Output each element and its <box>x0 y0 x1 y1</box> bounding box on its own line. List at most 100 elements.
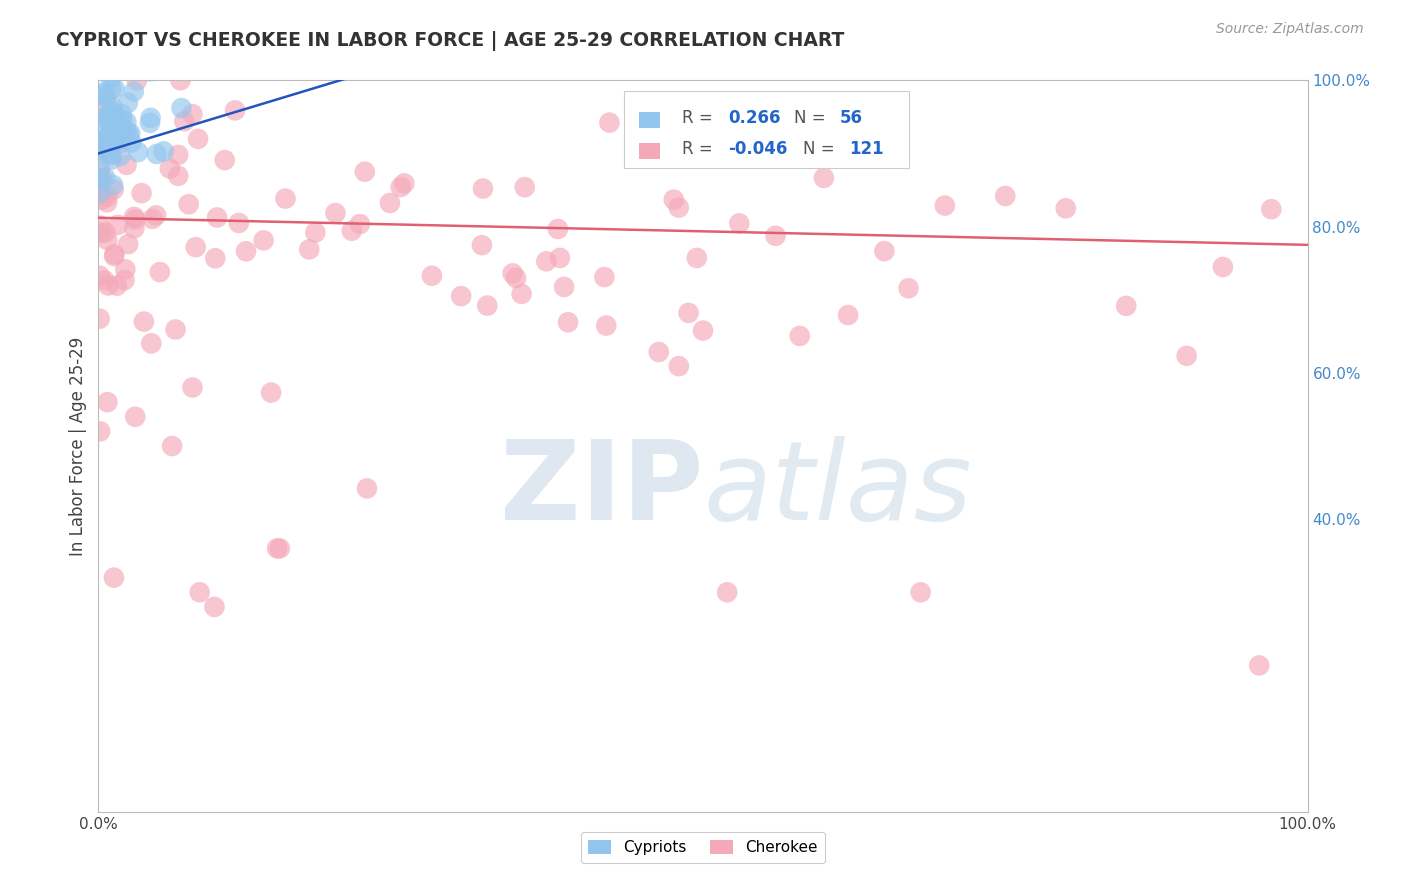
Point <box>160 439 183 453</box>
Point <box>97 108 120 122</box>
Point <box>593 270 616 285</box>
Point <box>125 73 148 87</box>
Point <box>96 145 118 160</box>
Point <box>89 161 111 175</box>
Point <box>897 281 920 295</box>
Point <box>101 100 124 114</box>
Point <box>141 211 163 226</box>
Point <box>510 286 533 301</box>
Point <box>94 90 117 104</box>
Point <box>103 81 125 95</box>
Point <box>96 195 118 210</box>
Point <box>110 149 132 163</box>
Point <box>1054 202 1077 216</box>
Text: N =: N = <box>793 109 831 128</box>
Point <box>304 226 326 240</box>
Point <box>89 186 111 201</box>
Point <box>103 129 125 144</box>
Point <box>122 210 145 224</box>
Point <box>934 198 956 212</box>
Point <box>98 136 121 151</box>
Point <box>100 141 122 155</box>
Point <box>96 233 118 247</box>
Point <box>353 164 375 178</box>
Point <box>224 103 246 118</box>
Point <box>112 126 135 140</box>
Point <box>100 70 122 85</box>
Point <box>98 115 121 129</box>
Point <box>471 238 494 252</box>
Text: R =: R = <box>682 140 718 158</box>
Text: CYPRIOT VS CHEROKEE IN LABOR FORCE | AGE 25-29 CORRELATION CHART: CYPRIOT VS CHEROKEE IN LABOR FORCE | AGE… <box>56 31 845 51</box>
Point <box>124 212 146 227</box>
Point <box>214 153 236 168</box>
Point <box>910 585 932 599</box>
Text: R =: R = <box>682 109 718 128</box>
Point <box>169 73 191 87</box>
Point <box>502 266 524 280</box>
Point <box>994 189 1017 203</box>
Point <box>89 163 111 178</box>
Point <box>595 318 617 333</box>
Point <box>204 599 226 614</box>
Point <box>89 139 111 153</box>
Point <box>228 216 250 230</box>
Point <box>94 131 117 145</box>
Point <box>648 345 671 359</box>
Point <box>90 193 112 207</box>
Point <box>266 541 288 556</box>
Point <box>139 111 162 125</box>
Text: 121: 121 <box>849 140 884 158</box>
Point <box>117 128 139 142</box>
Point <box>96 95 118 109</box>
Point <box>127 145 149 159</box>
Point <box>103 249 125 263</box>
Point <box>557 315 579 329</box>
Point <box>131 186 153 201</box>
Point <box>548 251 571 265</box>
Point <box>105 278 128 293</box>
Point <box>89 268 111 283</box>
Point <box>124 409 146 424</box>
Point <box>93 135 115 149</box>
Point <box>1115 299 1137 313</box>
Point <box>89 143 111 157</box>
Point <box>111 107 134 121</box>
Point <box>117 95 139 110</box>
Point <box>89 425 111 439</box>
Point <box>115 158 138 172</box>
Point <box>107 133 129 147</box>
Point <box>91 63 114 78</box>
Point <box>120 136 142 150</box>
Point <box>472 181 495 195</box>
Point <box>100 82 122 96</box>
Point <box>184 240 207 254</box>
Point <box>91 171 114 186</box>
Point <box>205 211 228 225</box>
Point <box>101 104 124 119</box>
Point <box>269 541 291 556</box>
Point <box>728 216 751 230</box>
Point <box>98 146 121 161</box>
FancyBboxPatch shape <box>624 91 908 168</box>
Point <box>167 169 190 183</box>
Point <box>477 299 499 313</box>
Point <box>167 148 190 162</box>
Point <box>1175 349 1198 363</box>
Point <box>668 359 690 374</box>
Point <box>114 262 136 277</box>
Point <box>104 118 127 132</box>
Point <box>94 170 117 185</box>
Point <box>678 306 700 320</box>
Point <box>124 221 146 235</box>
Point <box>1260 202 1282 217</box>
Point <box>103 114 125 128</box>
Text: Source: ZipAtlas.com: Source: ZipAtlas.com <box>1216 22 1364 37</box>
FancyBboxPatch shape <box>638 143 661 159</box>
Point <box>145 208 167 222</box>
Point <box>204 252 226 266</box>
Point <box>139 116 162 130</box>
FancyBboxPatch shape <box>638 112 661 128</box>
Text: atlas: atlas <box>703 436 972 543</box>
Point <box>103 182 125 196</box>
